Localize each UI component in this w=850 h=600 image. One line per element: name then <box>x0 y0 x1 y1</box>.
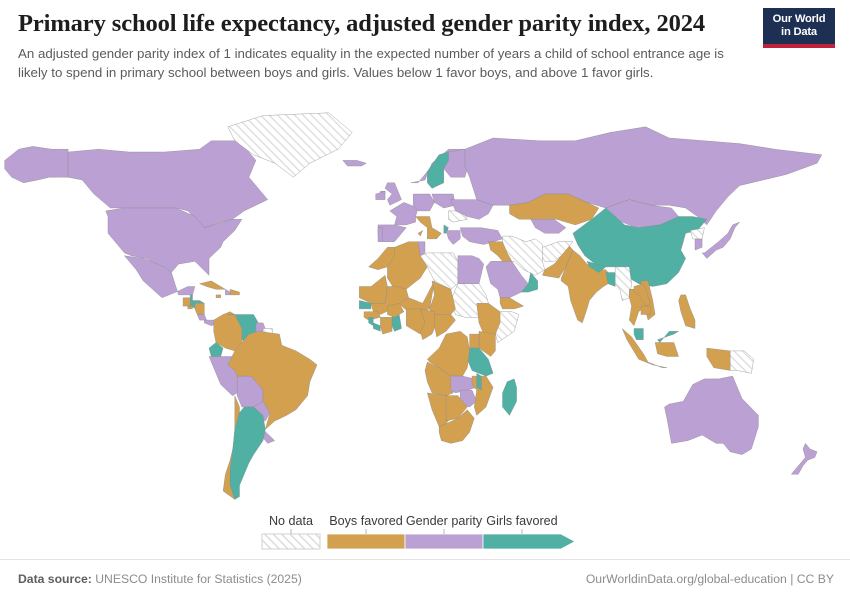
map-region[interactable] <box>368 317 374 326</box>
page-subtitle: An adjusted gender parity index of 1 ind… <box>18 46 724 81</box>
map-region[interactable] <box>495 311 520 343</box>
map-region[interactable] <box>387 241 428 290</box>
map-region[interactable] <box>4 146 69 183</box>
map-region[interactable] <box>701 221 740 259</box>
map-region[interactable] <box>375 191 386 200</box>
map-region[interactable] <box>67 140 268 228</box>
countries-layer <box>4 112 822 500</box>
map-region[interactable] <box>654 342 679 357</box>
map-region[interactable] <box>199 280 226 290</box>
map-region[interactable] <box>476 373 482 391</box>
map-region[interactable] <box>530 219 567 234</box>
chart-header: Primary school life expectancy, adjusted… <box>18 10 748 83</box>
map-region[interactable] <box>633 328 644 340</box>
map-region[interactable] <box>450 375 477 394</box>
map-region[interactable] <box>359 275 388 304</box>
map-region[interactable] <box>373 322 381 332</box>
owid-logo-line2: in Data <box>781 26 817 38</box>
map-region[interactable] <box>485 261 529 298</box>
map-region[interactable] <box>124 255 196 298</box>
map-region[interactable] <box>415 216 442 240</box>
map-region[interactable] <box>229 406 266 500</box>
legend-no-data-label: No data <box>269 514 313 528</box>
page-title: Primary school life expectancy, adjusted… <box>18 10 706 37</box>
map-region[interactable] <box>225 289 231 296</box>
map-region[interactable] <box>384 182 402 206</box>
map-region[interactable] <box>363 311 381 321</box>
owid-logo-line1: Our World <box>772 12 826 25</box>
map-region[interactable] <box>690 227 705 240</box>
map-region[interactable] <box>187 305 193 310</box>
data-source: Data source: UNESCO Institute for Statis… <box>18 572 302 586</box>
map-region[interactable] <box>457 255 484 284</box>
map-region[interactable] <box>586 261 606 273</box>
map-svg <box>4 112 822 500</box>
legend-layer: No data Boys favored Gender parity Girls fa… <box>261 514 576 550</box>
map-region[interactable] <box>640 305 651 315</box>
map-region[interactable] <box>678 294 696 329</box>
map-region[interactable] <box>615 266 632 301</box>
map-region[interactable] <box>227 112 353 178</box>
map-region[interactable] <box>342 160 367 167</box>
map-region[interactable] <box>657 331 679 343</box>
map-region[interactable] <box>605 272 616 287</box>
map-region[interactable] <box>521 272 538 293</box>
map-region[interactable] <box>438 409 475 444</box>
legend-no-data-swatch[interactable] <box>261 533 321 550</box>
map-region[interactable] <box>359 300 372 310</box>
map-region[interactable] <box>730 350 754 374</box>
map-region[interactable] <box>431 193 456 209</box>
map-region[interactable] <box>215 294 221 298</box>
map-region[interactable] <box>105 207 243 276</box>
attribution-link[interactable]: OurWorldinData.org/global-education | CC… <box>585 572 834 586</box>
legend-band-label: Girls favored <box>486 514 557 528</box>
legend-band-label: Gender parity <box>406 514 483 528</box>
map-region[interactable] <box>197 314 207 321</box>
map-region[interactable] <box>417 230 423 237</box>
map-region[interactable] <box>190 294 193 301</box>
map-region[interactable] <box>706 347 731 371</box>
legend-color-band[interactable] <box>326 533 406 550</box>
map-region[interactable] <box>499 297 524 310</box>
map-region[interactable] <box>622 328 668 368</box>
world-choropleth-map[interactable] <box>0 110 850 505</box>
map-region[interactable] <box>420 252 459 290</box>
map-region[interactable] <box>377 227 383 242</box>
map-region[interactable] <box>469 333 480 349</box>
map-region[interactable] <box>380 317 393 335</box>
map-region[interactable] <box>445 395 468 422</box>
owid-logo[interactable]: Our World in Data <box>763 8 835 48</box>
map-region[interactable] <box>633 283 651 307</box>
data-source-prefix: Data source: <box>18 572 92 586</box>
map-region[interactable] <box>417 241 426 256</box>
map-region[interactable] <box>387 303 405 318</box>
legend-color-band[interactable] <box>404 533 484 550</box>
chart-footer: Data source: UNESCO Institute for Statis… <box>0 559 850 600</box>
legend-svg: No data Boys favored Gender parity Girls fa… <box>261 514 576 550</box>
map-legend: No data Boys favored Gender parity Girls fa… <box>0 508 850 558</box>
map-region[interactable] <box>791 443 818 475</box>
legend-band-label: Boys favored <box>329 514 403 528</box>
map-region[interactable] <box>420 308 437 340</box>
map-region[interactable] <box>208 342 224 357</box>
map-region[interactable] <box>443 224 449 234</box>
map-region[interactable] <box>664 375 759 455</box>
data-source-text: UNESCO Institute for Statistics (2025) <box>95 572 302 586</box>
map-region[interactable] <box>471 375 494 416</box>
map-region[interactable] <box>694 238 703 251</box>
map-region[interactable] <box>502 378 517 416</box>
legend-color-band[interactable] <box>482 533 576 550</box>
map-region[interactable] <box>229 289 240 296</box>
map-region[interactable] <box>434 314 456 338</box>
map-region[interactable] <box>413 193 435 212</box>
map-region[interactable] <box>194 303 205 315</box>
map-region[interactable] <box>389 202 419 226</box>
map-region[interactable] <box>445 230 461 245</box>
